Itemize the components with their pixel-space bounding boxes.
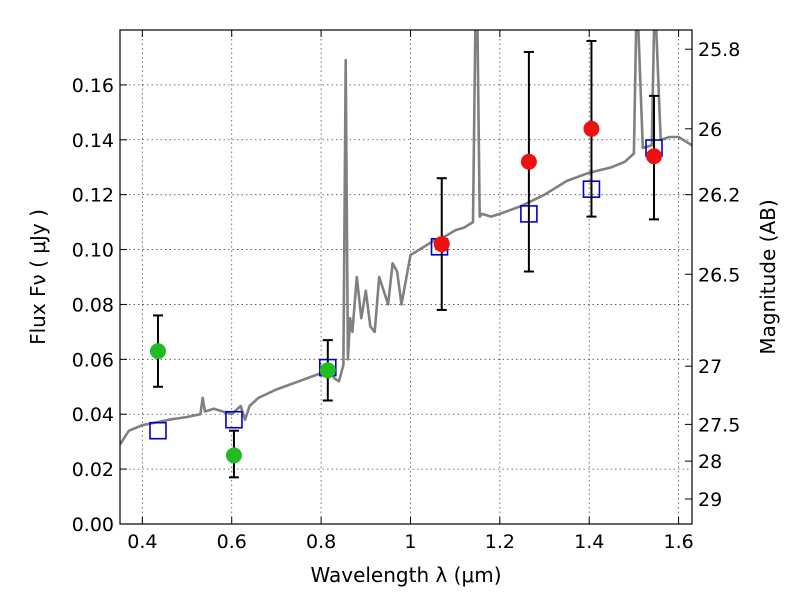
x-axis-title: Wavelength λ (μm)	[310, 563, 501, 587]
y-tick-label: 0.00	[72, 514, 114, 536]
axis-ticks: 0.4 0.6 0.8 1 1.2 1.4 1.6 0.00 0.02 0.04 0.06 0.08 0…	[72, 30, 740, 553]
red-data-point	[583, 120, 600, 137]
red-data-point	[433, 236, 450, 253]
y-axis-title: Flux Fν ( μJy )	[26, 209, 50, 345]
x-tick-label: 1	[404, 531, 416, 553]
plot-area	[120, 30, 692, 479]
y2-tick-label: 29	[698, 489, 722, 511]
x-tick-label: 1.4	[574, 531, 604, 553]
green-data-point	[149, 343, 166, 360]
x-tick-label: 1.6	[663, 531, 693, 553]
red-data-point	[520, 153, 537, 170]
green-data-point	[225, 447, 242, 464]
y2-tick-label: 27.5	[698, 414, 740, 436]
y-tick-label: 0.02	[72, 459, 114, 481]
model-photometry-square	[225, 410, 243, 429]
y-tick-label: 0.14	[72, 130, 114, 152]
y2-tick-label: 27	[698, 356, 722, 378]
plot-frame	[119, 29, 693, 525]
y2-tick-label: 26	[698, 119, 722, 141]
model-spectrum-line	[120, 30, 692, 446]
x-tick-label: 0.8	[306, 531, 336, 553]
y-tick-label: 0.08	[72, 294, 114, 316]
green-data-point	[319, 362, 336, 379]
x-tick-label: 1.2	[485, 531, 515, 553]
x-tick-label: 0.6	[217, 531, 247, 553]
y-tick-label: 0.04	[72, 404, 114, 426]
y-tick-label: 0.16	[72, 75, 114, 97]
model-photometry-square	[149, 421, 167, 440]
y2-tick-label: 28	[698, 451, 722, 473]
x-tick-label: 0.4	[127, 531, 157, 553]
y2-tick-label: 25.8	[698, 39, 740, 61]
red-data-point	[646, 148, 663, 165]
y-tick-label: 0.12	[72, 185, 114, 207]
y-tick-label: 0.06	[72, 349, 114, 371]
y2-tick-label: 26.5	[698, 264, 740, 286]
y-tick-label: 0.10	[72, 240, 114, 262]
y2-tick-label: 26.2	[698, 185, 740, 207]
y2-axis-title: Magnitude (AB)	[756, 199, 780, 354]
